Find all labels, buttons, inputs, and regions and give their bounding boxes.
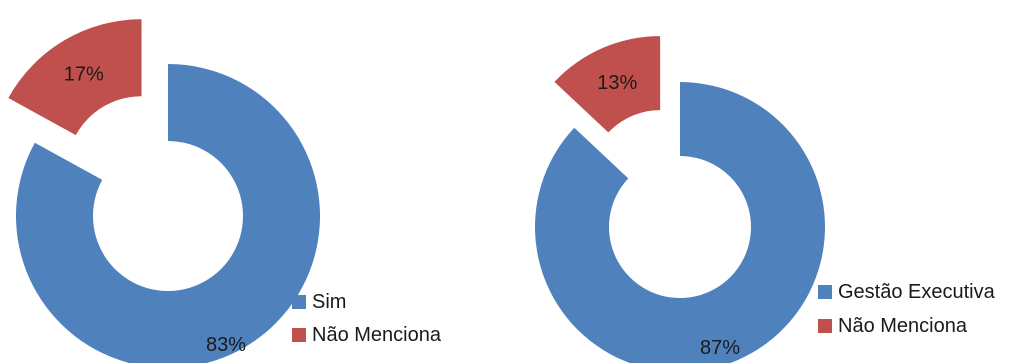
legend-label: Sim (312, 291, 346, 313)
slice-value-label: 83% (206, 334, 246, 356)
slice-value-label: 87% (700, 337, 740, 359)
legend-swatch (292, 328, 306, 342)
legend-swatch (292, 295, 306, 309)
donut-slice-nao-menciona (554, 36, 661, 133)
donut-chart-sim: 83% 17% Sim Não Menciona (8, 19, 442, 363)
legend-swatch (818, 319, 832, 333)
legend-label: Não Menciona (312, 324, 442, 346)
donut-slice-main (535, 82, 825, 363)
legend-swatch (818, 285, 832, 299)
slice-value-label: 17% (64, 64, 104, 86)
slice-value-label: 13% (597, 72, 637, 94)
donut-slice-nao-menciona (8, 19, 142, 136)
legend-label: Gestão Executiva (838, 281, 996, 303)
legend-label: Não Menciona (838, 315, 968, 337)
donut-chart-gestao-executiva: 87% 13% Gestão Executiva Não Menciona (535, 36, 996, 363)
donut-slice-main (16, 64, 320, 363)
